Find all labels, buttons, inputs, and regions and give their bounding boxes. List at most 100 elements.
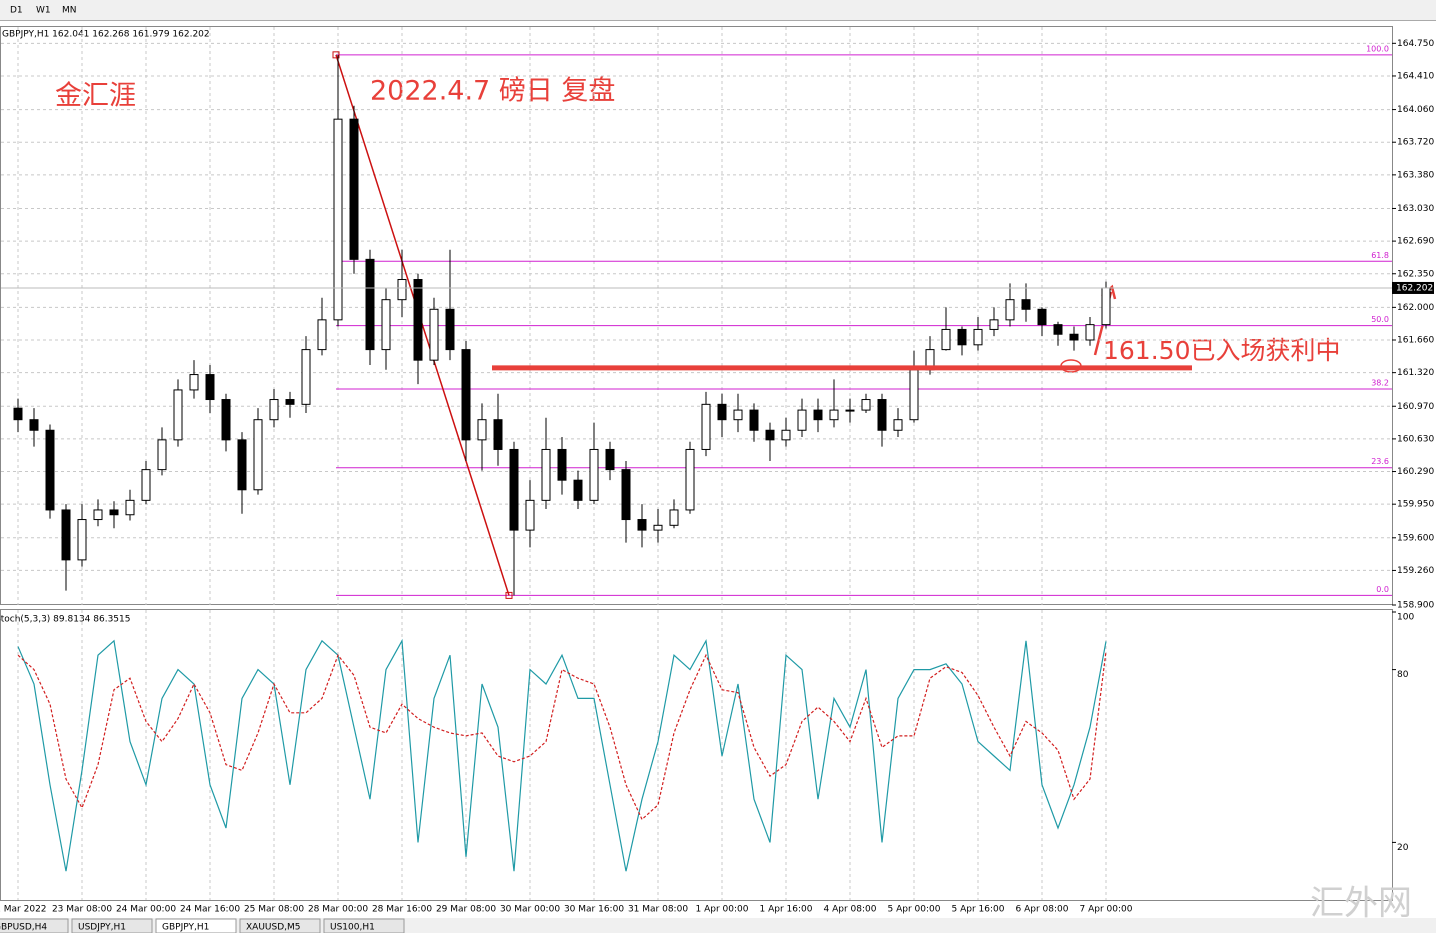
candle-body — [637, 519, 647, 531]
candle-body — [381, 299, 391, 351]
y-tick-label: 163.380 — [1397, 170, 1434, 180]
candle-body — [909, 369, 919, 421]
candle-body — [1085, 324, 1095, 341]
timeframe-button[interactable]: W1 — [36, 6, 51, 16]
stoch-line — [17, 651, 1107, 821]
y-tick-label: 161.320 — [1397, 368, 1434, 378]
main-panel — [0, 26, 1393, 605]
stoch-line — [17, 638, 1107, 872]
tab-label[interactable]: US100,H1 — [330, 923, 375, 933]
candle-body — [221, 399, 231, 441]
x-tick-label: 5 Apr 00:00 — [888, 905, 941, 915]
y-tick-label: 163.030 — [1397, 204, 1434, 214]
y-tick-label: 164.750 — [1397, 39, 1434, 49]
x-tick-label: 5 Apr 16:00 — [952, 905, 1005, 915]
candle-body — [349, 118, 359, 260]
candle-body — [941, 328, 951, 351]
candle-body — [669, 509, 679, 526]
candle-body — [701, 403, 711, 450]
candle-body — [157, 439, 167, 471]
candle-body — [413, 279, 423, 361]
x-tick-label: 24 Mar 00:00 — [116, 905, 176, 915]
y-tick-label: 162.350 — [1397, 269, 1434, 279]
candle-body — [269, 399, 279, 421]
candle-body — [509, 448, 519, 531]
fib-label: 50.0 — [1371, 315, 1389, 324]
stoch-tick-label: 100 — [1397, 613, 1414, 623]
fib-label: 23.6 — [1371, 457, 1389, 466]
candle-body — [173, 389, 183, 441]
candle-body — [525, 499, 535, 531]
candle-body — [541, 448, 551, 501]
candle-body — [301, 349, 311, 405]
candle-body — [861, 399, 871, 411]
stoch-panel — [0, 609, 1393, 901]
timeframe-button[interactable]: MN — [62, 6, 77, 16]
y-tick-label: 160.970 — [1397, 402, 1434, 412]
candle-body — [573, 479, 583, 501]
x-tick-label: 7 Apr 00:00 — [1080, 905, 1133, 915]
candle-body — [1069, 333, 1079, 341]
candle-body — [477, 419, 487, 441]
candle-body — [973, 328, 983, 346]
x-tick-label: 22 Mar 2022 — [0, 905, 47, 915]
toolbar-border — [0, 20, 1436, 21]
tab-label[interactable]: USDJPY,H1 — [78, 923, 126, 933]
timeframe-button[interactable]: D1 — [10, 6, 23, 16]
candle-body — [29, 419, 39, 431]
y-tick-label: 160.290 — [1397, 467, 1434, 477]
candle-body — [1021, 299, 1031, 310]
y-tick-label: 164.060 — [1397, 105, 1434, 115]
x-tick-label: 23 Mar 08:00 — [52, 905, 112, 915]
y-tick-label: 159.600 — [1397, 533, 1434, 543]
tab-label[interactable]: XAUUSD,M5 — [246, 923, 301, 933]
candle-body — [797, 409, 807, 431]
x-tick-label: 24 Mar 16:00 — [180, 905, 240, 915]
stoch-tick-label: 80 — [1397, 670, 1409, 680]
candle-body — [845, 409, 855, 412]
candle-body — [781, 429, 791, 441]
candle-body — [829, 409, 839, 421]
y-tick-label: 159.950 — [1397, 500, 1434, 510]
toolbar — [0, 0, 1436, 20]
tab-label[interactable]: GBPJPY,H1 — [162, 923, 209, 933]
candle-body — [957, 328, 967, 346]
y-tick-label: 158.900 — [1397, 601, 1434, 611]
fib-label: 100.0 — [1366, 44, 1389, 53]
last-price-label: 162.202 — [1396, 283, 1433, 293]
candle-body — [733, 409, 743, 421]
annotation-title: 2022.4.7 磅日 复盘 — [370, 76, 615, 107]
candle-body — [621, 469, 631, 521]
x-tick-label: 6 Apr 08:00 — [1016, 905, 1069, 915]
y-tick-label: 159.260 — [1397, 566, 1434, 576]
candle-body — [93, 509, 103, 521]
y-tick-label: 160.630 — [1397, 434, 1434, 444]
candle-body — [253, 419, 263, 491]
candle-body — [749, 409, 759, 431]
candle-body — [109, 509, 119, 516]
candle-body — [237, 439, 247, 491]
candle-body — [285, 399, 295, 405]
candle-body — [493, 419, 503, 450]
candle-body — [1005, 299, 1015, 321]
y-tick-label: 164.410 — [1397, 71, 1434, 81]
candle-body — [557, 448, 567, 481]
x-tick-label: 30 Mar 00:00 — [500, 905, 560, 915]
x-tick-label: 28 Mar 16:00 — [372, 905, 432, 915]
fib-label: 38.2 — [1371, 378, 1389, 387]
tab-label[interactable]: GBPUSD,H4 — [0, 923, 47, 933]
watermark: 汇外网 — [1310, 884, 1412, 924]
y-tick-label: 161.660 — [1397, 336, 1434, 346]
x-tick-label: 29 Mar 08:00 — [436, 905, 496, 915]
candle-body — [317, 319, 327, 351]
x-tick-label: 25 Mar 08:00 — [244, 905, 304, 915]
candle-body — [1101, 287, 1111, 326]
candle-body — [125, 499, 135, 516]
candle-body — [445, 308, 455, 351]
candle-body — [397, 279, 407, 301]
x-tick-label: 4 Apr 08:00 — [824, 905, 877, 915]
candle-body — [989, 319, 999, 330]
candle-body — [205, 374, 215, 401]
